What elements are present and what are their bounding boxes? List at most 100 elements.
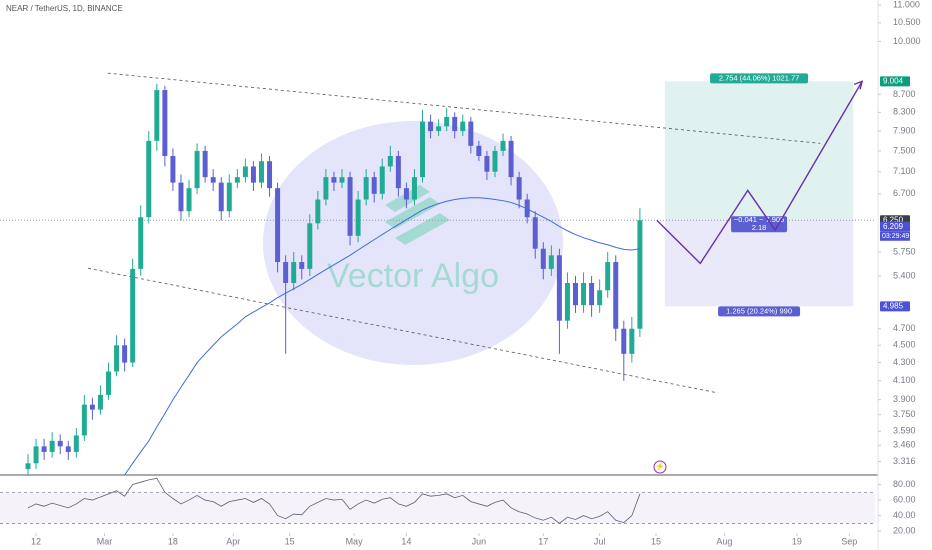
y-tick-label: 7.900 (893, 125, 916, 135)
y-tick-label: 7.500 (893, 145, 916, 155)
moving-average (124, 197, 640, 476)
event-icon-glyph: ⚡ (655, 461, 665, 471)
candle-body (436, 126, 442, 132)
candle-body (500, 140, 506, 151)
y-tick-label: 3.460 (893, 440, 916, 450)
trendline (87, 267, 719, 394)
stop-badge (718, 306, 801, 317)
candle-body (186, 188, 192, 212)
candle-body (146, 140, 152, 218)
candle-body (637, 220, 643, 329)
x-tick-label: 12 (31, 536, 41, 546)
rsi-band (0, 492, 875, 524)
chart-title: NEAR / TetherUS, 1D, BINANCE (6, 4, 123, 13)
target-label: 2.754 (44.06%) 1021.77 (719, 73, 799, 82)
candle-body (73, 435, 79, 452)
candle-body (114, 345, 120, 372)
candle-body (315, 199, 321, 224)
x-tick-label: Apr (226, 536, 240, 546)
candle-body (49, 440, 55, 452)
x-tick-label: May (346, 536, 364, 546)
rsi-tick-label: 80.00 (893, 479, 916, 489)
candle-body (516, 177, 522, 200)
x-tick-label: Sep (841, 536, 857, 546)
target-zone (664, 81, 854, 221)
watermark-circle (263, 121, 563, 365)
y-tick-label: 4.300 (893, 357, 916, 367)
rsi-line (27, 477, 641, 524)
projection-path (656, 80, 863, 265)
candle-body (621, 328, 627, 354)
price-badge-label: 4.985 (883, 301, 904, 310)
candle-body (299, 262, 305, 269)
candle-body (25, 463, 31, 470)
countdown-badge (880, 231, 910, 241)
candle-body (291, 262, 297, 284)
candle-body (548, 255, 554, 269)
candle-body (403, 188, 409, 200)
candle-body (339, 177, 345, 183)
candle-body (444, 116, 450, 127)
candle-body (210, 177, 216, 183)
candle-body (468, 121, 474, 146)
x-tick-label: 19 (792, 536, 802, 546)
candle-body (420, 121, 426, 178)
event-icon (653, 460, 667, 474)
candle-body (258, 161, 264, 183)
candle-body (267, 161, 273, 189)
price-badge-label: 6.250 (883, 215, 904, 224)
candle-body (476, 145, 482, 156)
countdown-label: 03:29:49 (882, 233, 909, 240)
x-tick-label: Jul (594, 536, 606, 546)
candle-body (170, 155, 176, 183)
watermark-text: Vector Algo (327, 257, 499, 295)
candle-body (581, 283, 587, 306)
candle-body (564, 283, 570, 321)
x-tick-label: Jun (472, 536, 487, 546)
candle-body (162, 90, 168, 156)
y-tick-label: 3.900 (893, 394, 916, 404)
x-tick-label: 14 (401, 536, 411, 546)
price-badge-label: 6.209 (883, 222, 904, 231)
candle-body (605, 262, 611, 291)
center-label: −0.041 − 7.905 (734, 215, 784, 224)
y-tick-label: 4.100 (893, 375, 916, 385)
candle-body (613, 262, 619, 329)
candle-body (122, 345, 128, 363)
candle-body (65, 446, 71, 452)
rsi-tick-label: 40.00 (893, 510, 916, 520)
candle-body (250, 166, 256, 183)
stop-label: 1.265 (20.24%) 990 (726, 306, 792, 315)
price-badge-label: 9.004 (883, 76, 904, 85)
candle-body (226, 182, 232, 212)
candle-body (508, 140, 514, 178)
candle-body (106, 371, 112, 395)
candle-body (411, 177, 417, 200)
candle-body (395, 155, 401, 189)
candle-body (275, 188, 281, 263)
y-tick-label: 3.750 (893, 409, 916, 419)
x-tick-label: 17 (538, 536, 548, 546)
y-tick-label: 6.700 (893, 188, 916, 198)
candle-body (387, 155, 393, 167)
y-tick-label: 7.100 (893, 166, 916, 176)
candle-body (347, 177, 353, 236)
x-tick-label: Aug (716, 536, 732, 546)
candle-body (81, 404, 87, 436)
candle-body (89, 404, 95, 410)
y-tick-label: 10.000 (893, 36, 921, 46)
candle-body (629, 328, 635, 354)
candle-body (589, 283, 595, 306)
y-tick-label: 3.316 (893, 456, 916, 466)
candle-body (597, 290, 603, 306)
candle-body (484, 155, 490, 172)
candle-body (371, 177, 377, 194)
rsi-tick-label: 60.00 (893, 494, 916, 504)
candle-body (154, 90, 160, 141)
y-tick-label: 8.700 (893, 89, 916, 99)
y-tick-label: 3.590 (893, 426, 916, 436)
price-badge (880, 221, 910, 232)
candle-body (323, 177, 329, 200)
candle-body (41, 446, 47, 452)
